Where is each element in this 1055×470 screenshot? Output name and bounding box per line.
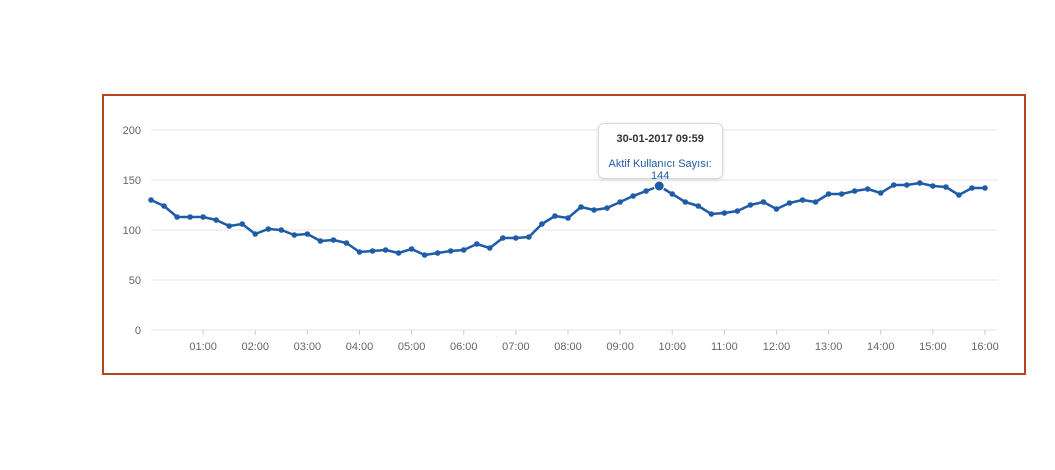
data-point[interactable]	[395, 250, 402, 256]
data-point[interactable]	[213, 217, 219, 223]
data-point[interactable]	[278, 227, 285, 233]
x-tick-label: 10:00	[658, 341, 686, 353]
data-point[interactable]	[930, 183, 936, 189]
data-point[interactable]	[917, 180, 923, 186]
data-point[interactable]	[838, 191, 845, 197]
tooltip-value-number: 144	[651, 170, 670, 182]
x-tick-label: 03:00	[294, 341, 322, 353]
data-point[interactable]	[956, 192, 962, 198]
x-tick-label: 16:00	[971, 341, 999, 353]
data-point[interactable]	[252, 231, 259, 237]
x-tick-label: 02:00	[241, 341, 269, 353]
data-point[interactable]	[226, 223, 232, 229]
data-point[interactable]	[969, 185, 975, 191]
tooltip-title: 30-01-2017 09:59	[616, 133, 704, 145]
data-point[interactable]	[591, 207, 597, 213]
data-point[interactable]	[434, 250, 441, 256]
x-tick-label: 14:00	[867, 341, 895, 353]
data-point[interactable]	[604, 205, 610, 211]
y-tick-label: 100	[123, 225, 141, 237]
x-tick-label: 13:00	[815, 341, 843, 353]
tooltip-value: Aktif Kullanıcı Sayısı: 144	[599, 158, 722, 182]
data-point[interactable]	[356, 249, 363, 255]
data-point[interactable]	[330, 237, 337, 243]
data-point[interactable]	[513, 235, 519, 241]
axis-layer: 0 50 100 150 200 01:00 02:00 03:00 04:00 05:00 06:…	[123, 125, 999, 353]
highlighted-data-point[interactable]	[653, 180, 665, 192]
data-point[interactable]	[643, 188, 649, 194]
x-tick-label: 05:00	[398, 341, 426, 353]
tooltip-separator: :	[708, 158, 712, 170]
data-point[interactable]	[890, 182, 897, 188]
data-point[interactable]	[825, 191, 832, 197]
y-tick-label: 200	[123, 125, 141, 137]
y-tick-label: 150	[123, 175, 141, 187]
data-point[interactable]	[617, 199, 623, 205]
data-point[interactable]	[382, 247, 389, 253]
data-point[interactable]	[200, 214, 206, 220]
data-point[interactable]	[552, 213, 558, 219]
data-point[interactable]	[487, 245, 493, 251]
chart-tooltip: 30-01-2017 09:59 Aktif Kullanıcı Sayısı:…	[597, 123, 723, 182]
data-point[interactable]	[708, 211, 715, 217]
data-point[interactable]	[760, 199, 767, 205]
data-point[interactable]	[877, 190, 884, 196]
data-point[interactable]	[539, 221, 545, 227]
x-tick-label: 08:00	[554, 341, 582, 353]
x-tick-label: 11:00	[711, 341, 738, 353]
data-point[interactable]	[265, 226, 272, 232]
data-point[interactable]	[773, 206, 780, 212]
data-point[interactable]	[747, 202, 754, 208]
tooltip-series-label: Aktif Kullanıcı Sayısı	[608, 158, 709, 170]
data-point[interactable]	[578, 204, 584, 210]
data-point[interactable]	[473, 241, 480, 247]
data-point[interactable]	[812, 199, 819, 205]
data-point[interactable]	[851, 188, 858, 194]
x-tick-label: 01:00	[189, 341, 217, 353]
data-point[interactable]	[421, 252, 428, 258]
data-point[interactable]	[864, 186, 871, 192]
data-point[interactable]	[695, 203, 702, 209]
data-point[interactable]	[291, 232, 298, 238]
data-point[interactable]	[734, 208, 741, 214]
data-point[interactable]	[669, 191, 676, 197]
data-point[interactable]	[460, 247, 467, 253]
data-point[interactable]	[317, 238, 324, 244]
data-point[interactable]	[447, 248, 454, 254]
data-point[interactable]	[408, 246, 415, 252]
data-point[interactable]	[500, 235, 506, 241]
x-tick-label: 09:00	[606, 341, 634, 353]
x-tick-label: 15:00	[919, 341, 947, 353]
data-point[interactable]	[174, 214, 180, 220]
data-point[interactable]	[982, 185, 988, 191]
line-chart: 0 50 100 150 200 01:00 02:00 03:00 04:00 05:00 06:…	[123, 125, 999, 353]
data-point[interactable]	[148, 197, 154, 203]
data-point[interactable]	[343, 240, 350, 246]
x-tick-label: 12:00	[763, 341, 791, 353]
data-point[interactable]	[239, 221, 246, 227]
data-point[interactable]	[187, 214, 193, 220]
data-point[interactable]	[565, 215, 571, 221]
series-layer	[148, 180, 988, 258]
data-point[interactable]	[526, 234, 532, 240]
y-tick-label: 50	[129, 275, 141, 287]
chart-frame: 0 50 100 150 200 01:00 02:00 03:00 04:00 05:00 06:…	[102, 94, 1026, 375]
data-point[interactable]	[786, 200, 793, 206]
data-point[interactable]	[903, 182, 910, 188]
data-point[interactable]	[799, 197, 806, 203]
y-tick-label: 0	[135, 325, 141, 337]
x-tick-label: 04:00	[346, 341, 374, 353]
data-point[interactable]	[369, 248, 376, 254]
x-tick-label: 06:00	[450, 341, 478, 353]
data-point[interactable]	[304, 231, 311, 237]
x-tick-label: 07:00	[502, 341, 530, 353]
data-point[interactable]	[943, 184, 949, 190]
data-point[interactable]	[682, 199, 689, 205]
data-point[interactable]	[721, 210, 728, 216]
data-point[interactable]	[630, 193, 636, 199]
grid-layer	[151, 129, 998, 331]
data-point[interactable]	[161, 203, 167, 209]
